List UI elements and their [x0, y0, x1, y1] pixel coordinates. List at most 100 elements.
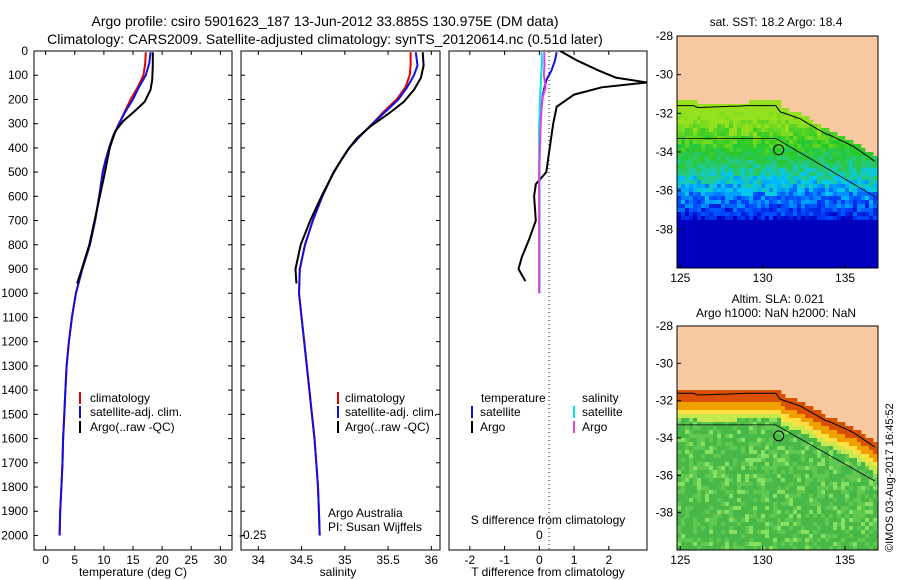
map-cell	[777, 502, 782, 507]
map-cell	[697, 244, 702, 249]
map-cell	[845, 510, 850, 515]
map-cell	[725, 438, 730, 443]
map-cell	[825, 252, 830, 257]
map-cell	[841, 204, 846, 209]
map-cell	[865, 156, 870, 161]
map-cell	[829, 422, 834, 427]
map-cell	[777, 156, 782, 161]
map-cell	[753, 470, 758, 475]
map-cell	[745, 526, 750, 531]
map-cell	[785, 240, 790, 245]
map-cell	[829, 244, 834, 249]
map-cell	[749, 164, 754, 169]
map-cell	[685, 430, 690, 435]
map-cell	[689, 236, 694, 241]
map-cell	[821, 160, 826, 165]
map-cell	[809, 264, 814, 268]
map-cell	[813, 220, 818, 225]
map-cell	[693, 494, 698, 499]
map-cell	[861, 224, 866, 229]
map-cell	[829, 462, 834, 467]
map-cell	[689, 108, 694, 113]
map-cell	[793, 240, 798, 245]
map-cell	[685, 200, 690, 205]
map-cell	[853, 172, 858, 177]
map-cell	[753, 434, 758, 439]
map-cell	[737, 490, 742, 495]
map-cell	[861, 534, 866, 539]
map-cell	[821, 454, 826, 459]
map-cell	[749, 466, 754, 471]
map-cell	[785, 466, 790, 471]
map-cell	[777, 406, 782, 411]
map-cell	[801, 454, 806, 459]
map-cell	[717, 530, 722, 535]
map-cell	[729, 248, 734, 253]
map-cell	[865, 228, 870, 233]
map-cell	[713, 176, 718, 181]
map-cell	[837, 192, 842, 197]
map-cell	[697, 434, 702, 439]
map-cell	[845, 176, 850, 181]
map-cell	[745, 252, 750, 257]
map-cell	[709, 482, 714, 487]
map-cell	[845, 498, 850, 503]
map-cell	[745, 510, 750, 515]
map-cell	[693, 172, 698, 177]
map-cell	[809, 530, 814, 535]
map-cell	[841, 180, 846, 185]
map-cell	[677, 494, 682, 499]
map-cell	[837, 546, 842, 550]
map-cell	[821, 506, 826, 511]
map-cell	[761, 398, 766, 403]
map-cell	[789, 546, 794, 550]
map-cell	[713, 164, 718, 169]
map-cell	[713, 192, 718, 197]
map-cell	[677, 534, 682, 539]
map-cell	[777, 534, 782, 539]
map-cell	[853, 438, 858, 443]
map-cell	[761, 430, 766, 435]
map-cell	[805, 132, 810, 137]
map-cell	[773, 498, 778, 503]
map-cell	[757, 180, 762, 185]
map-cell	[729, 224, 734, 229]
map-cell	[729, 458, 734, 463]
map-cell	[709, 168, 714, 173]
map-cell	[709, 474, 714, 479]
map-cell	[861, 164, 866, 169]
map-cell	[797, 228, 802, 233]
map-cell	[705, 490, 710, 495]
map-cell	[813, 514, 818, 519]
map-cell	[849, 232, 854, 237]
map-cell	[829, 494, 834, 499]
map-cell	[797, 446, 802, 451]
map-cell	[865, 506, 870, 511]
map-cell	[813, 526, 818, 531]
map-cell	[769, 140, 774, 145]
map-cell	[689, 514, 694, 519]
map-cell	[681, 514, 686, 519]
map-cell	[817, 236, 822, 241]
map-cell	[873, 252, 878, 257]
map-cell	[813, 144, 818, 149]
map-cell	[681, 152, 686, 157]
map-cell	[721, 240, 726, 245]
map-cell	[741, 232, 746, 237]
map-cell	[761, 450, 766, 455]
map-cell	[781, 506, 786, 511]
map-cell	[769, 446, 774, 451]
map-cell	[741, 506, 746, 511]
map-cell	[817, 124, 822, 129]
map-cell	[785, 260, 790, 265]
map-cell	[865, 260, 870, 265]
map-cell	[701, 522, 706, 527]
depth-tick-label: 800	[8, 238, 28, 252]
map-cell	[781, 208, 786, 213]
map-cell	[865, 160, 870, 165]
map-cell	[761, 542, 766, 547]
map-cell	[797, 474, 802, 479]
map-cell	[729, 518, 734, 523]
map-cell	[717, 422, 722, 427]
map-cell	[857, 442, 862, 447]
